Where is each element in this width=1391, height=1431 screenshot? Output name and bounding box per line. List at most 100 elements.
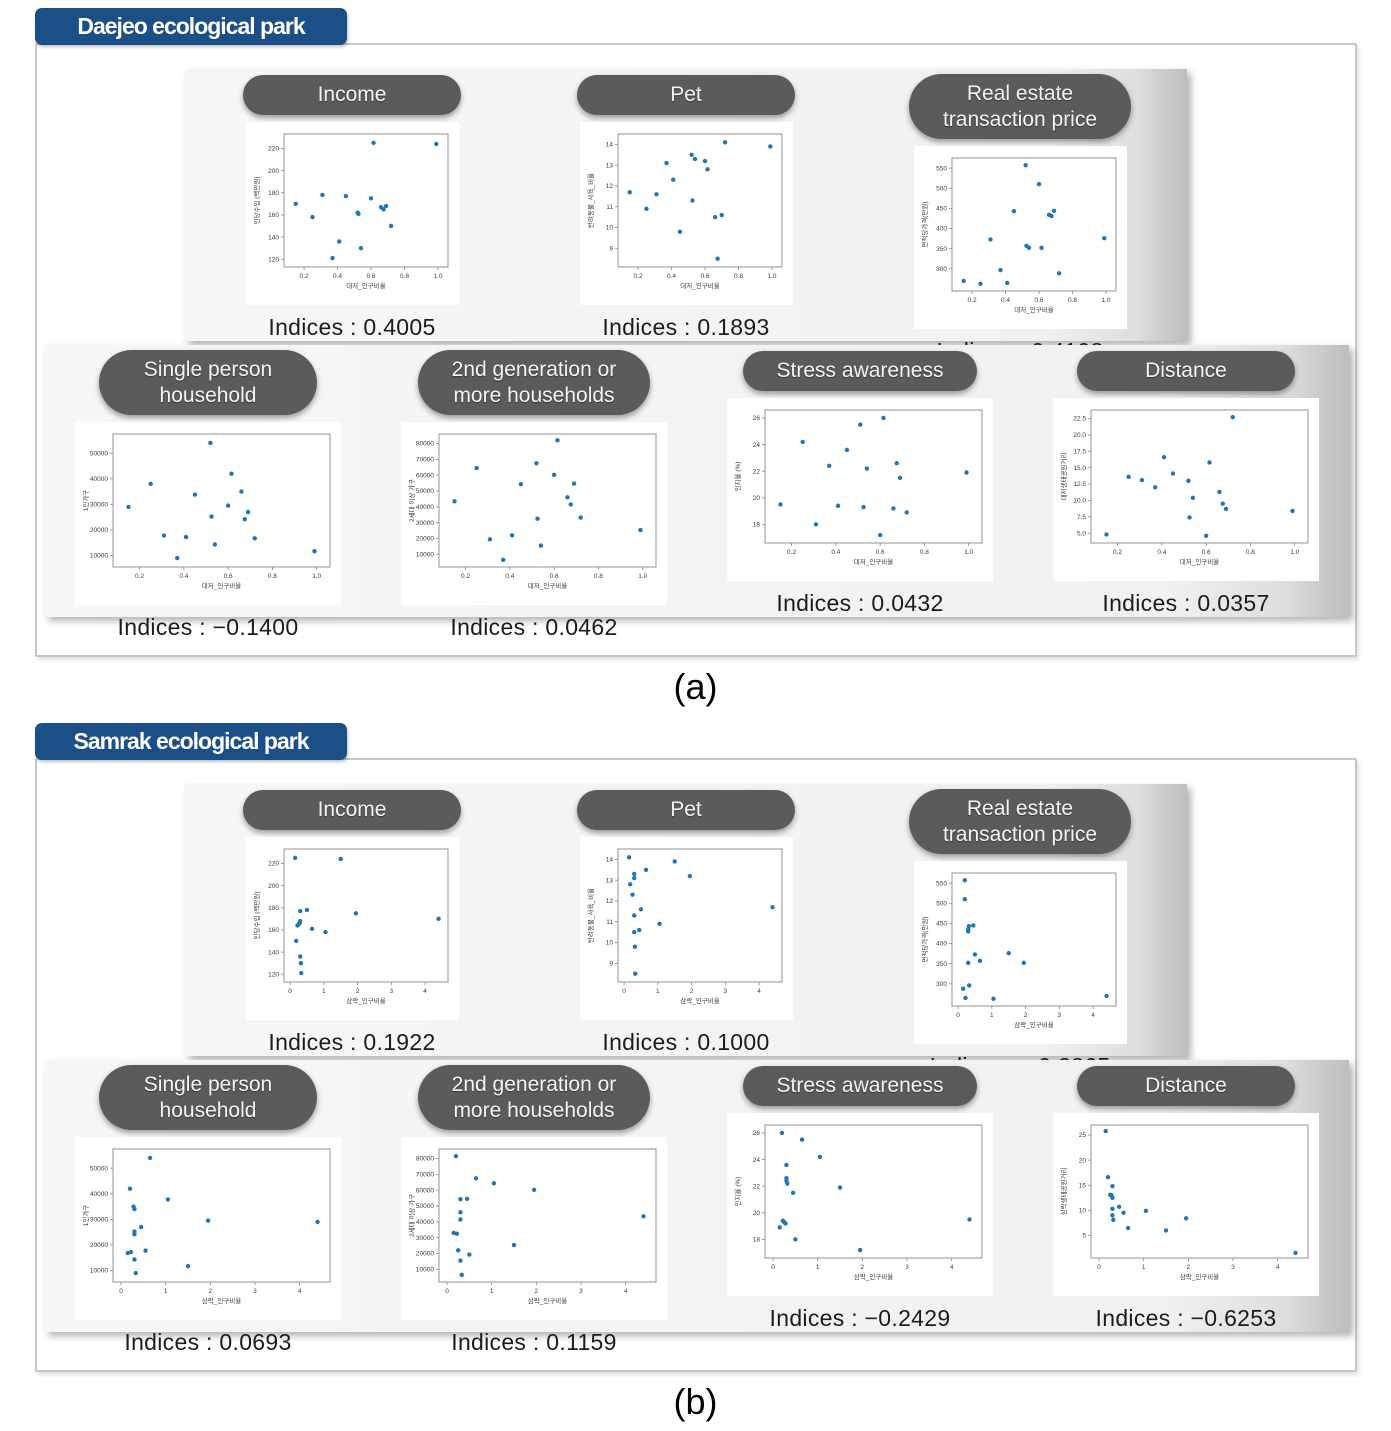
chart-frame: 0 1 2 3 4 18 20 22 24 26 삼락_인구비율 인지율 (%) <box>727 1113 993 1296</box>
data-point <box>966 924 971 929</box>
svg-text:12.5: 12.5 <box>1073 481 1086 488</box>
data-point <box>175 556 180 561</box>
data-point <box>972 952 977 957</box>
data-point <box>297 908 302 914</box>
svg-text:3: 3 <box>579 1288 583 1295</box>
data-point <box>1190 495 1196 500</box>
svg-text:60000: 60000 <box>416 1188 434 1195</box>
data-point <box>1110 1184 1115 1189</box>
chart-frame: 0.2 0.4 0.6 0.8 1.0 120 140 160 180 200 220 대저_인구비율… <box>245 122 459 305</box>
data-point <box>322 929 328 935</box>
plot-title-slot: 2nd generation or more households <box>417 1065 651 1131</box>
svg-text:13: 13 <box>605 162 613 169</box>
svg-text:200: 200 <box>268 168 279 175</box>
data-point <box>126 504 131 510</box>
svg-text:18: 18 <box>753 1237 761 1244</box>
plot-title-slot: Real estate transaction price <box>908 74 1132 140</box>
svg-text:0.2: 0.2 <box>967 297 976 304</box>
data-point <box>857 1247 863 1253</box>
scatter-plot: 0.2 0.4 0.6 0.8 1.0 5.0 7.5 10.0 12.5 15.0 17.5 20.… <box>1059 409 1309 566</box>
svg-text:200: 200 <box>268 883 279 890</box>
plot-card-distance: Distance 0 1 2 3 4 5 10 15 20 25 삼락_인구비율 삼락생태공원거리 Ind… <box>1023 1060 1349 1332</box>
data-point <box>670 177 675 182</box>
data-point <box>904 510 909 515</box>
data-point <box>1116 1204 1122 1210</box>
plot-band-row2: Single person household 0 1 2 3 4 10000 20000 30… <box>45 1060 1349 1355</box>
svg-text:2: 2 <box>535 1288 539 1295</box>
plot-title-pill: Income <box>243 75 461 115</box>
data-point <box>454 1231 460 1237</box>
svg-text:80000: 80000 <box>416 441 434 448</box>
svg-text:450: 450 <box>936 206 947 213</box>
svg-text:10: 10 <box>605 225 613 232</box>
data-point <box>712 214 717 220</box>
data-point <box>653 192 659 197</box>
svg-text:0: 0 <box>622 988 626 995</box>
data-point <box>677 229 682 234</box>
svg-text:20: 20 <box>1079 1157 1087 1164</box>
data-point <box>777 1225 782 1230</box>
y-axis-label: 면적당가격(만원) <box>920 917 929 963</box>
data-point <box>355 211 361 216</box>
data-point <box>1293 1250 1298 1256</box>
scatter-plot: 0.2 0.4 0.6 0.8 1.0 18 20 22 24 26 대저_인구비율 인지율 (%) <box>733 409 983 566</box>
data-point <box>309 214 315 220</box>
x-axis-label: 대저_인구비율 <box>680 281 720 290</box>
data-point <box>987 237 993 242</box>
data-point <box>509 533 515 538</box>
svg-text:4: 4 <box>423 988 427 995</box>
indices-text: Indices : 0.0357 <box>1102 590 1270 616</box>
svg-text:20.0: 20.0 <box>1073 432 1086 439</box>
svg-text:2: 2 <box>355 988 359 995</box>
data-point <box>638 907 643 912</box>
svg-text:0.8: 0.8 <box>399 273 408 280</box>
panel-title-samrak: Samrak ecological park <box>73 728 310 754</box>
plot-band-row1: Income 0 1 2 3 4 120 140 160 180 200 220 삼락_인구비율 인당수입… <box>185 784 1187 1079</box>
svg-text:40000: 40000 <box>416 1219 434 1226</box>
svg-text:12: 12 <box>605 898 613 905</box>
data-point <box>800 439 805 445</box>
data-point <box>663 160 669 166</box>
data-point <box>767 144 772 149</box>
data-point <box>337 856 343 862</box>
plot-card-real-estate-transaction-price: Real estate transaction price 0 1 2 3 4 300 350… <box>853 784 1187 1079</box>
svg-text:17.5: 17.5 <box>1073 448 1086 455</box>
svg-text:10000: 10000 <box>416 1267 434 1274</box>
data-point <box>631 871 636 877</box>
plot-title-pill: Single person household <box>99 1065 317 1131</box>
scatter-plot: 0 1 2 3 4 300 350 400 450 500 550 삼락_인구비율 면적당가격(만원) <box>920 872 1116 1029</box>
chart-frame: 0.2 0.4 0.6 0.8 1.0 10000 20000 30000 40000 50000… <box>75 422 341 606</box>
data-point <box>656 921 662 927</box>
svg-text:14: 14 <box>605 857 613 864</box>
svg-text:3: 3 <box>1231 1264 1235 1271</box>
data-point <box>671 859 677 864</box>
data-point <box>298 960 303 966</box>
chart-frame: 0.2 0.4 0.6 0.8 1.0 10000 20000 30000 40000 50000… <box>401 422 667 606</box>
svg-text:22.5: 22.5 <box>1073 416 1086 423</box>
data-point <box>453 1154 459 1159</box>
data-point <box>578 515 583 521</box>
x-axis-label: 대저_인구비율 <box>202 581 242 590</box>
data-point <box>531 1187 537 1193</box>
svg-text:0.4: 0.4 <box>333 273 342 280</box>
data-point <box>632 971 637 976</box>
svg-text:50000: 50000 <box>90 451 108 458</box>
data-point <box>1207 460 1212 465</box>
svg-text:4: 4 <box>1276 1264 1280 1271</box>
data-point <box>627 189 632 195</box>
data-point <box>844 447 850 453</box>
data-point <box>458 1217 463 1222</box>
svg-text:1: 1 <box>164 1288 168 1295</box>
plot-title-pill: Single person household <box>99 350 317 416</box>
chart-frame: 0.2 0.4 0.6 0.8 1.0 300 350 400 450 500 550 대저_인구비율… <box>913 146 1127 330</box>
plot-title-pill: Real estate transaction price <box>908 74 1132 140</box>
data-point <box>467 1252 472 1258</box>
data-point <box>827 463 832 469</box>
data-point <box>714 256 720 261</box>
svg-text:1: 1 <box>816 1264 820 1271</box>
x-axis-label: 대저_인구비율 <box>1014 305 1054 314</box>
svg-text:1: 1 <box>990 1012 994 1019</box>
svg-text:7.5: 7.5 <box>1077 514 1086 521</box>
plot-card-single-person-household: Single person household 0 1 2 3 4 10000 20000 30… <box>45 1060 371 1355</box>
panel-title-tab-samrak: Samrak ecological park <box>35 723 347 760</box>
